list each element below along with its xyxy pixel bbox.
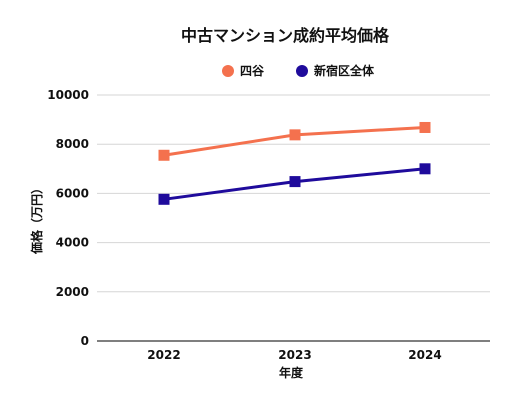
series-2-point-2022 <box>158 193 170 205</box>
series-2-point-2024 <box>419 163 431 175</box>
series-2-point-2023 <box>289 176 301 188</box>
y-tick-label-4000: 4000 <box>56 236 89 250</box>
y-tick-label-10000: 10000 <box>47 88 89 102</box>
y-tick-label-6000: 6000 <box>56 186 89 200</box>
series-1-point-2023 <box>289 129 301 141</box>
series-2 <box>158 163 431 205</box>
x-tick-label-2023: 2023 <box>278 348 311 362</box>
legend: 四谷 新宿区全体 <box>222 63 375 78</box>
legend-label-2: 新宿区全体 <box>314 63 375 78</box>
y-tick-label-8000: 8000 <box>56 137 89 151</box>
legend-marker-1 <box>222 65 234 77</box>
gridlines <box>97 94 490 342</box>
chart-title: 中古マンション成約平均価格 <box>181 26 390 45</box>
legend-label-1: 四谷 <box>240 63 265 78</box>
series-1-point-2022 <box>158 149 170 161</box>
x-tick-label-2024: 2024 <box>408 348 441 362</box>
y-axis-ticks: 0 2000 4000 6000 8000 10000 <box>47 88 89 348</box>
series-1-point-2024 <box>419 121 431 133</box>
y-tick-label-2000: 2000 <box>56 285 89 299</box>
series-layer <box>158 121 431 205</box>
y-tick-label-0: 0 <box>81 334 89 348</box>
x-axis-ticks: 2022 2023 2024 <box>147 348 441 362</box>
legend-marker-2 <box>296 65 308 77</box>
x-axis-title: 年度 <box>279 365 304 380</box>
x-tick-label-2022: 2022 <box>147 348 180 362</box>
series-1 <box>158 121 431 161</box>
y-axis-title: 価格（万円） <box>29 182 44 255</box>
